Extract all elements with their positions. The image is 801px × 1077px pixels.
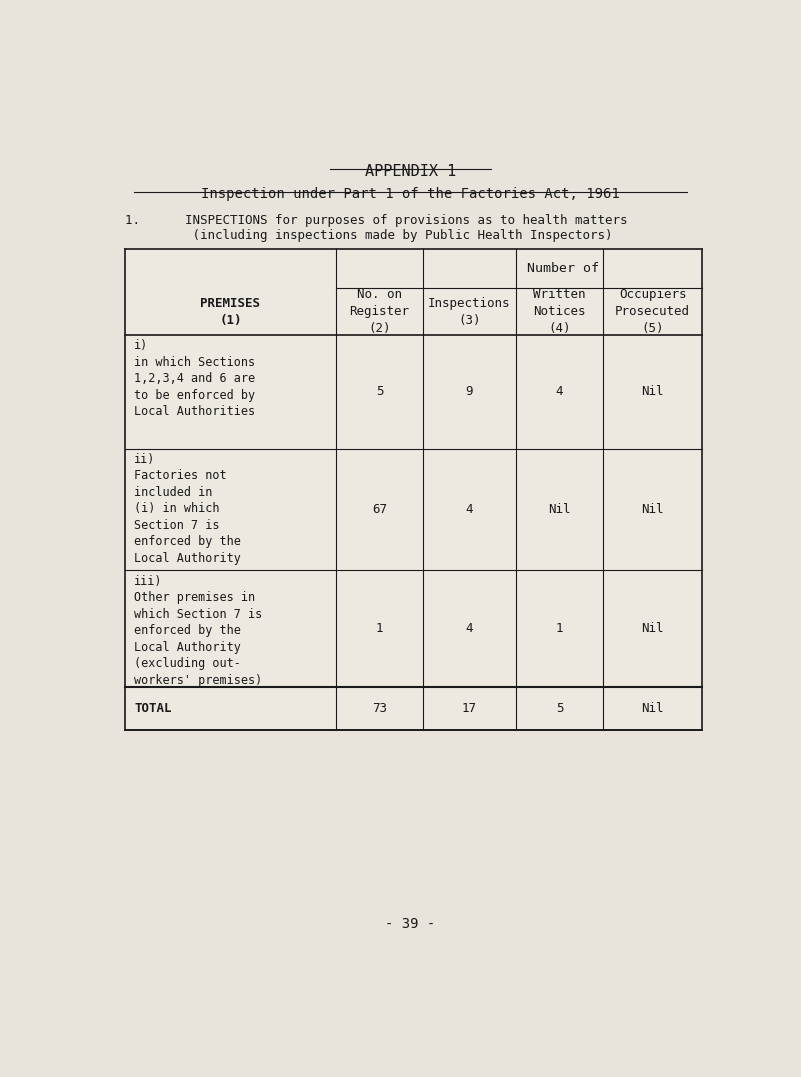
- Text: Nil: Nil: [642, 623, 664, 635]
- Text: Inspection under Part 1 of the Factories Act, 1961: Inspection under Part 1 of the Factories…: [201, 187, 620, 201]
- Text: Inspections
(3): Inspections (3): [429, 296, 511, 326]
- Text: ii)
Factories not
included in
(i) in which
Section 7 is
enforced by the
Local Au: ii) Factories not included in (i) in whi…: [135, 452, 241, 564]
- Text: (including inspections made by Public Health Inspectors): (including inspections made by Public He…: [125, 228, 613, 241]
- Text: iii)
Other premises in
which Section 7 is
enforced by the
Local Authority
(exclu: iii) Other premises in which Section 7 i…: [135, 574, 263, 686]
- Text: 5: 5: [556, 702, 563, 715]
- Text: Occupiers
Prosecuted
(5): Occupiers Prosecuted (5): [615, 289, 690, 335]
- Text: 5: 5: [376, 386, 383, 398]
- Text: 4: 4: [465, 503, 473, 516]
- Text: 73: 73: [372, 702, 387, 715]
- Text: Nil: Nil: [642, 702, 664, 715]
- Text: 17: 17: [462, 702, 477, 715]
- Text: 1: 1: [556, 623, 563, 635]
- Text: Nil: Nil: [548, 503, 571, 516]
- Text: Written
Notices
(4): Written Notices (4): [533, 289, 586, 335]
- Bar: [125, 250, 702, 730]
- Text: i)
in which Sections
1,2,3,4 and 6 are
to be enforced by
Local Authorities: i) in which Sections 1,2,3,4 and 6 are t…: [135, 339, 256, 418]
- Text: 9: 9: [465, 386, 473, 398]
- Text: PREMISES
(1): PREMISES (1): [200, 296, 260, 326]
- Text: Nil: Nil: [642, 503, 664, 516]
- Text: TOTAL: TOTAL: [135, 702, 171, 715]
- Text: 4: 4: [556, 386, 563, 398]
- Text: 1.      INSPECTIONS for purposes of provisions as to health matters: 1. INSPECTIONS for purposes of provision…: [125, 214, 627, 227]
- Text: 4: 4: [465, 623, 473, 635]
- Text: 67: 67: [372, 503, 387, 516]
- Text: No. on
Register
(2): No. on Register (2): [349, 289, 409, 335]
- Text: 1: 1: [376, 623, 383, 635]
- Text: - 39 -: - 39 -: [385, 917, 436, 931]
- Text: Nil: Nil: [642, 386, 664, 398]
- Text: Number of: Number of: [526, 263, 598, 276]
- Text: APPENDIX 1: APPENDIX 1: [365, 164, 456, 179]
